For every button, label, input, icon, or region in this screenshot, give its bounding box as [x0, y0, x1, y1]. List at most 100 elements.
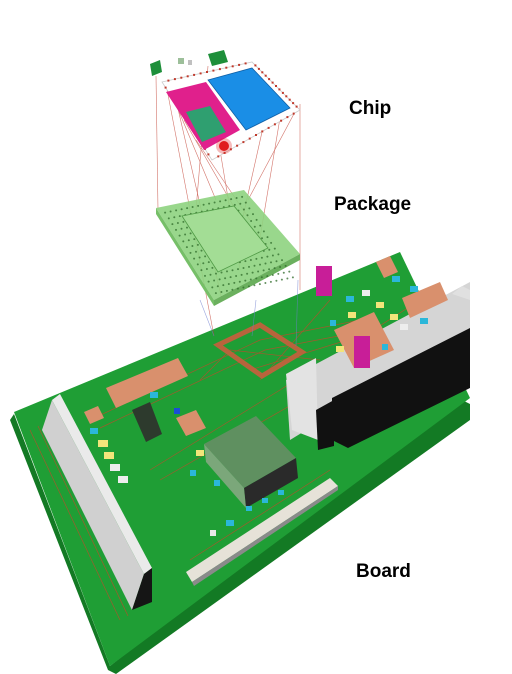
board-label: Board: [356, 561, 411, 582]
package-ball: [189, 251, 192, 254]
package-ball: [246, 214, 249, 217]
package-ball: [226, 270, 228, 273]
right-connector-block: [286, 358, 318, 440]
package-ball: [216, 285, 219, 288]
chip-green-part-right: [208, 50, 228, 66]
package-ball: [262, 269, 265, 272]
package-ball: [253, 225, 256, 228]
package-ball: [211, 286, 214, 289]
chip-io-pad: [288, 98, 291, 101]
package-ball: [193, 257, 196, 260]
package-ball: [182, 240, 185, 243]
package-ball: [224, 277, 227, 280]
package-ball: [239, 202, 242, 205]
package-ball: [277, 253, 280, 256]
package-ball: [266, 255, 269, 258]
package-ball: [202, 203, 205, 206]
package-ball: [207, 261, 210, 264]
package-ball: [244, 279, 247, 282]
package-ball: [195, 250, 197, 253]
board-small-ic: [132, 402, 162, 442]
chip-io-pad: [261, 71, 264, 74]
package-ball: [236, 287, 239, 290]
package-ball: [222, 284, 225, 287]
package-ball: [196, 243, 199, 246]
package-ball: [231, 269, 234, 272]
package-ball: [184, 233, 187, 236]
package-ball: [175, 228, 177, 231]
package-footprint: [213, 322, 307, 379]
package-ball: [251, 271, 254, 274]
package-ball: [186, 207, 189, 210]
package-ball: [227, 283, 230, 285]
right-connector-top: [452, 286, 470, 300]
board: [10, 252, 470, 674]
chip-io-pad: [225, 66, 228, 69]
chip-blue-block: [207, 67, 291, 131]
left-connector-face: [132, 568, 152, 610]
package-ball: [242, 208, 245, 211]
package-ball: [191, 245, 194, 247]
chip-io-pad: [206, 71, 208, 73]
package-ball: [167, 217, 170, 220]
package-ball: [250, 220, 253, 222]
package-ball: [288, 270, 291, 273]
package-ball: [247, 285, 250, 288]
package-ball: [229, 276, 232, 279]
chip-io-pad: [207, 153, 210, 156]
package-ball: [268, 248, 271, 251]
package-ball: [270, 261, 272, 264]
package-ball: [208, 202, 211, 205]
chip-io-pad: [164, 86, 167, 89]
left-connector-side: [42, 400, 144, 610]
package-ball: [261, 237, 263, 240]
chip-highlight-marker: [219, 141, 229, 151]
package-ball: [273, 247, 276, 250]
package-side: [214, 254, 300, 306]
package-ball: [189, 232, 192, 235]
chip-io-pad: [193, 73, 196, 76]
chip-small-part: [178, 58, 184, 64]
package-ball: [219, 200, 222, 203]
package-ball: [284, 264, 287, 267]
package-ball: [271, 254, 274, 257]
chip-io-pad: [278, 88, 281, 91]
package-ball: [255, 257, 258, 260]
package-ball: [191, 206, 194, 208]
package-ball: [193, 238, 196, 241]
package-ball: [202, 262, 205, 265]
package-ball: [275, 260, 278, 263]
chip-io-pad: [167, 79, 170, 82]
package-ball: [233, 281, 236, 284]
package-ball: [215, 272, 217, 275]
package-ball: [169, 210, 172, 213]
chip-io-pad: [292, 112, 295, 115]
package-ball: [213, 201, 216, 204]
package-ball: [266, 236, 269, 239]
package-ball: [185, 246, 188, 249]
package-ball: [246, 272, 249, 275]
package-ball: [277, 272, 280, 275]
package-ball: [207, 280, 210, 283]
package-ball: [187, 239, 190, 242]
chip-io-pad: [231, 65, 234, 68]
bottom-slot-connector: [186, 478, 338, 582]
package-ball: [204, 274, 206, 277]
package-ball: [279, 266, 282, 268]
package-ball: [205, 268, 208, 270]
package-ball: [262, 230, 265, 233]
chip-io-pad: [292, 102, 295, 105]
right-connector-slot: [332, 328, 470, 448]
package-ball: [204, 255, 207, 258]
package-ball: [264, 262, 267, 265]
package-ball: [249, 278, 252, 281]
package-ball: [214, 292, 217, 295]
package-ball: [175, 209, 178, 212]
package-ball: [220, 291, 223, 293]
package-ball: [249, 259, 252, 261]
chip-io-pad: [254, 64, 257, 67]
package-ball: [253, 264, 256, 267]
board-main-ic-side2: [204, 444, 246, 508]
chip-io-pad: [217, 155, 220, 158]
package-ball: [200, 249, 203, 252]
